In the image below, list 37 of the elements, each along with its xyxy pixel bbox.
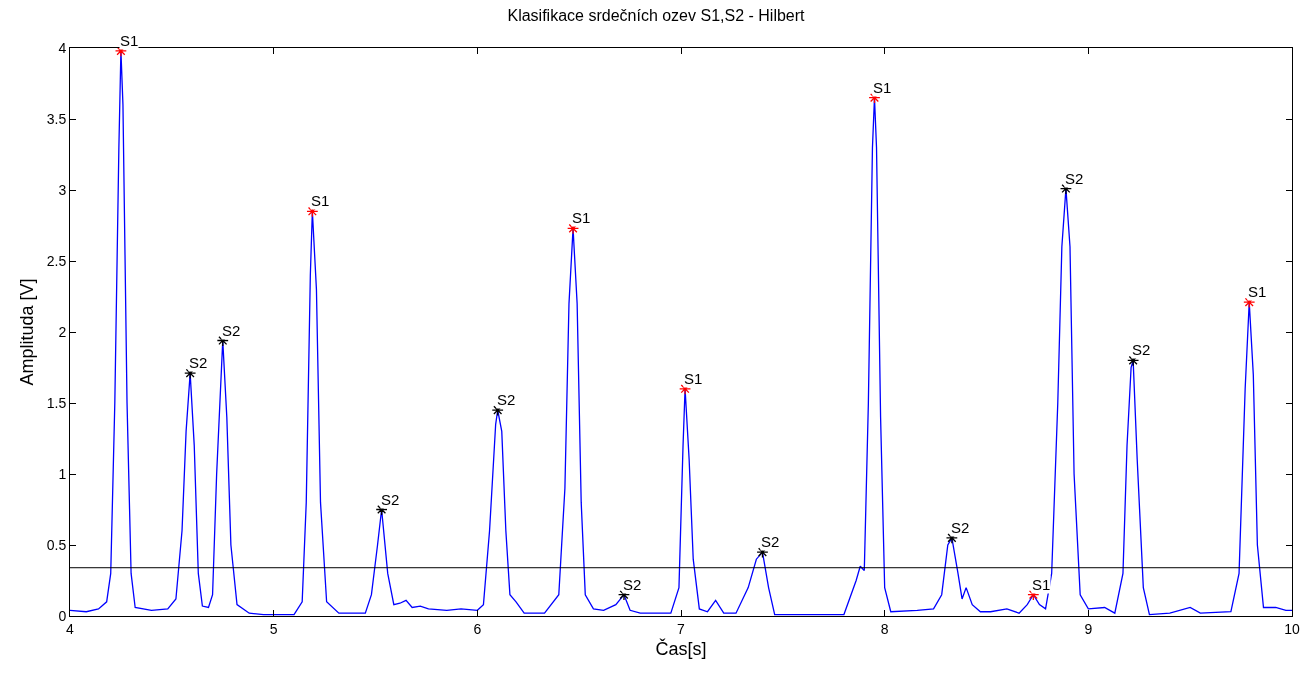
y-tick-label: 2 — [58, 323, 67, 340]
annotation: S1 — [684, 370, 703, 387]
annotation: S1 — [1032, 576, 1051, 593]
x-tick-label: 7 — [677, 620, 686, 637]
y-tick-label: 3 — [58, 181, 67, 198]
x-axis-title: Čas[s] — [655, 637, 707, 659]
y-axis-title: Amplituda [V] — [16, 278, 37, 386]
annotation: S1 — [572, 209, 591, 226]
y-tick-label: 2.5 — [46, 252, 67, 269]
annotation: S1 — [873, 79, 892, 96]
x-tick-label: 9 — [1084, 620, 1093, 637]
y-tick-label: 1 — [58, 465, 67, 482]
annotation: S1 — [311, 192, 330, 209]
y-tick-label: 0 — [58, 607, 67, 624]
annotation: S2 — [1065, 170, 1084, 187]
x-tick-label: 6 — [473, 620, 482, 637]
point — [491, 404, 504, 417]
annotation: S1 — [1248, 283, 1267, 300]
annotation: S2 — [1132, 341, 1151, 358]
annotation: S1 — [120, 32, 139, 49]
x-tick-label: 10 — [1284, 620, 1300, 637]
y-tick-label: 0.5 — [46, 536, 67, 553]
annotation: S2 — [951, 519, 970, 536]
annotation: S2 — [381, 491, 400, 508]
annotation: S2 — [497, 391, 516, 408]
chart-title: Klasifikace srdečních ozev S1,S2 - Hilbert — [507, 7, 806, 25]
annotation: S2 — [222, 322, 241, 339]
point — [617, 588, 631, 601]
y-tick-label: 3.5 — [46, 110, 67, 127]
y-tick-label: 4 — [58, 39, 67, 56]
annotation: S2 — [189, 354, 208, 371]
annotation: S2 — [761, 533, 780, 550]
point — [756, 546, 769, 559]
x-tick-label: 8 — [880, 620, 889, 637]
annotation: S2 — [623, 576, 642, 593]
y-tick-label: 1.5 — [46, 394, 67, 411]
x-tick-label: 5 — [269, 620, 278, 637]
